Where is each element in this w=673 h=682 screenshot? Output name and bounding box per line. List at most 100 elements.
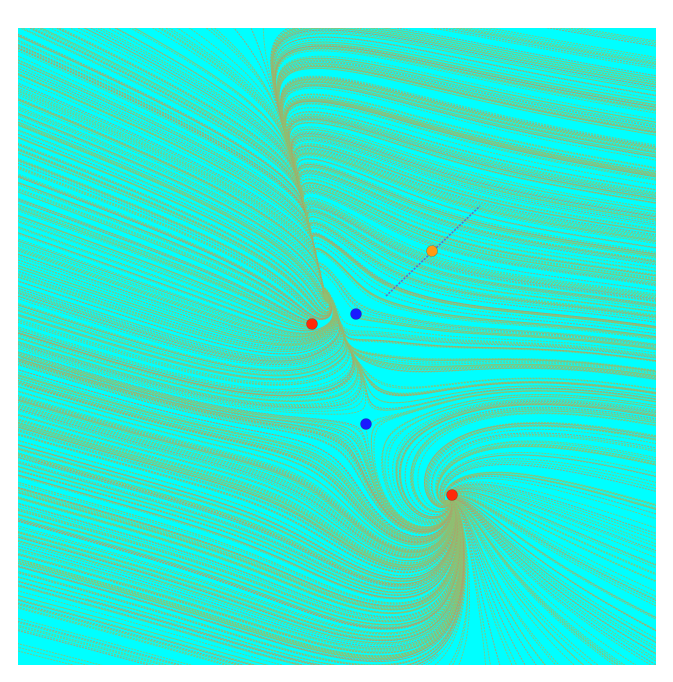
streamline — [76, 28, 330, 300]
streamline — [290, 130, 656, 300]
streamline — [456, 495, 656, 602]
streamline — [18, 187, 311, 320]
streamline — [456, 492, 656, 575]
streamline — [18, 496, 460, 614]
source-critical-point[interactable] — [446, 489, 458, 501]
streamline — [457, 494, 656, 598]
streamline — [18, 359, 452, 533]
streamline — [18, 220, 310, 328]
streamline — [451, 499, 560, 665]
streamline — [18, 606, 232, 665]
streamline — [280, 78, 656, 266]
streamline — [454, 487, 656, 548]
streamline — [18, 184, 314, 320]
streamline — [18, 430, 456, 571]
streamline — [455, 497, 656, 632]
streamline — [274, 45, 656, 123]
streamline — [306, 210, 656, 307]
streamline — [18, 650, 75, 665]
streamline — [298, 169, 656, 262]
streamline — [295, 153, 656, 279]
streamline — [451, 500, 501, 665]
selected-critical-point[interactable] — [426, 245, 438, 257]
streamline — [281, 81, 656, 182]
streamline — [18, 226, 309, 330]
streamline — [454, 497, 656, 648]
streamline — [18, 288, 358, 401]
streamline — [18, 620, 183, 665]
streamline — [18, 313, 362, 408]
streamline — [18, 181, 333, 321]
streamline — [452, 499, 599, 665]
streamline — [452, 498, 619, 665]
streamline — [18, 289, 343, 367]
streamline — [455, 498, 656, 651]
streamline — [18, 617, 193, 665]
streamline — [456, 496, 656, 618]
streamline — [456, 490, 656, 566]
streamline — [18, 499, 461, 620]
streamline — [18, 599, 254, 665]
streamline — [456, 497, 656, 639]
streamline — [454, 491, 656, 569]
streamline — [457, 495, 656, 607]
streamline-plot[interactable] — [18, 28, 656, 665]
streamline — [18, 215, 308, 327]
streamline — [556, 28, 656, 45]
saddle-critical-point[interactable] — [350, 308, 362, 320]
streamline — [18, 210, 308, 325]
streamline — [18, 626, 165, 665]
streamline — [277, 64, 656, 164]
streamline — [18, 499, 464, 661]
streamline — [112, 500, 463, 654]
streamline — [450, 499, 526, 665]
streamline — [291, 134, 656, 237]
streamline — [18, 500, 462, 637]
streamline — [453, 499, 616, 665]
streamline — [27, 500, 464, 657]
streamline — [18, 221, 309, 328]
streamline — [18, 540, 462, 644]
streamline — [18, 500, 462, 638]
streamline — [284, 99, 656, 200]
streamline — [454, 499, 626, 665]
streamline — [273, 36, 656, 300]
streamline — [451, 484, 656, 537]
streamline — [18, 500, 465, 663]
streamline — [18, 363, 452, 535]
streamline — [18, 604, 239, 665]
streamline — [451, 500, 487, 665]
streamline — [396, 402, 656, 519]
critical-points-group[interactable] — [306, 245, 458, 501]
streamline — [18, 400, 454, 553]
streamline — [18, 576, 460, 665]
streamline — [450, 499, 518, 665]
streamline — [454, 497, 656, 643]
source-critical-point[interactable] — [306, 318, 318, 330]
streamline — [280, 81, 656, 300]
streamline — [455, 499, 652, 665]
streamline — [274, 43, 656, 230]
saddle-critical-point[interactable] — [360, 418, 372, 430]
streamline — [18, 500, 465, 665]
streamline — [271, 28, 656, 106]
streamline — [297, 165, 656, 300]
streamline — [18, 607, 228, 665]
streamline — [18, 500, 463, 642]
streamline — [439, 28, 656, 68]
streamline — [271, 29, 656, 129]
seed-line-group[interactable] — [385, 205, 481, 297]
streamline — [566, 28, 656, 44]
streamline — [323, 287, 656, 372]
streamline — [451, 500, 491, 665]
streamline — [18, 558, 451, 657]
vector-field-canvas[interactable] — [18, 28, 656, 665]
streamline — [358, 316, 656, 350]
seed-line[interactable] — [385, 205, 481, 297]
streamline — [18, 364, 404, 530]
streamline — [575, 28, 656, 42]
streamline — [18, 499, 461, 626]
streamline — [18, 624, 170, 665]
streamline — [306, 209, 656, 306]
streamline — [454, 498, 656, 655]
